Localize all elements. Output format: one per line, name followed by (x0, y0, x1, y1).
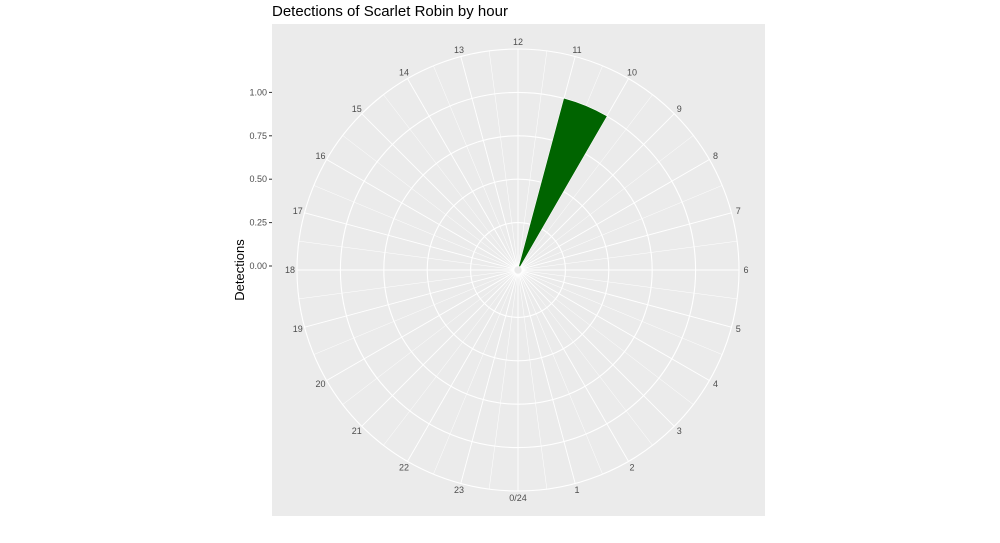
hour-label: 22 (399, 462, 409, 472)
ring-grid-line (339, 91, 697, 449)
radial-grid-line (304, 270, 515, 328)
ring-grid-line (513, 265, 523, 275)
radial-grid-line (488, 50, 518, 267)
ring-grid-line (296, 48, 740, 492)
hour-label: 14 (399, 68, 409, 78)
y-axis: 0.00 0.25 0.50 0.75 1.00 (249, 87, 272, 271)
radial-grid-line (518, 50, 548, 267)
hour-label: 8 (713, 151, 718, 161)
radial-grid-line (520, 94, 653, 267)
hour-label: 12 (513, 37, 523, 47)
y-tick-label: 1.00 (249, 87, 267, 97)
radial-grid-line (521, 212, 732, 270)
radial-grid-line (313, 271, 515, 355)
radial-grid-line (488, 273, 518, 490)
radial-grid-line (326, 271, 515, 381)
ring-grid-line (470, 222, 566, 318)
radial-grid-line (521, 185, 723, 269)
minor-radial-grid (297, 49, 739, 491)
hour-label: 7 (736, 206, 741, 216)
hour-label: 2 (629, 462, 634, 472)
hour-label: 6 (743, 265, 748, 275)
radial-grid-line (518, 273, 548, 490)
hour-label: 17 (293, 206, 303, 216)
y-tick-label: 0.00 (249, 261, 267, 271)
radial-grid-line (313, 185, 515, 269)
radial-grid-line (298, 240, 515, 270)
hour-label: 19 (293, 324, 303, 334)
radial-grid-line (521, 135, 694, 268)
radial-grid-line (518, 273, 576, 484)
y-tick-label: 0.75 (249, 131, 267, 141)
ring-grid-line (426, 178, 610, 362)
bar-layer (519, 98, 607, 267)
radial-grid-line (521, 272, 694, 405)
radial-grid-line (383, 273, 516, 446)
radial-grid-line (361, 113, 516, 268)
radial-grid-line (361, 272, 516, 427)
radial-grid-line (407, 78, 517, 267)
radial-grid-line (304, 212, 515, 270)
radial-grid-line (521, 270, 732, 328)
bar-hour-10.5 (519, 98, 607, 267)
radial-grid-line (433, 65, 517, 267)
y-tick-label: 0.25 (249, 218, 267, 228)
hour-label: 4 (713, 379, 718, 389)
radial-grid-line (298, 270, 515, 300)
radial-grid-line (521, 271, 710, 381)
hour-label: 5 (736, 324, 741, 334)
radial-grid-line (519, 273, 603, 475)
radial-grid-line (521, 270, 738, 300)
radial-grid-line (326, 159, 515, 269)
hour-label: 16 (316, 151, 326, 161)
radial-ring-grid (296, 48, 740, 492)
radial-grid-line (520, 113, 675, 268)
hour-label: 13 (454, 45, 464, 55)
radial-grid-line (521, 240, 738, 270)
hour-label: 23 (454, 485, 464, 495)
radial-grid-line (521, 271, 723, 355)
y-tick-label: 0.50 (249, 174, 267, 184)
radial-grid-line (383, 94, 516, 267)
radial-grid-line (433, 273, 517, 475)
radial-grid-line (520, 273, 653, 446)
hour-label: 9 (677, 104, 682, 114)
radial-grid-line (521, 159, 710, 269)
hour-label: 11 (572, 45, 581, 55)
hour-label: 15 (352, 104, 362, 114)
y-axis-label: Detections (232, 239, 247, 301)
hour-label: 0/24 (509, 493, 527, 503)
radial-grid-line (460, 56, 518, 267)
radial-grid-line (407, 273, 517, 462)
radial-grid-line (519, 273, 629, 462)
radial-grid-line (342, 272, 515, 405)
hour-tick-labels: 0/24123456789101112131415161718192021222… (285, 37, 749, 503)
hour-label: 18 (285, 265, 295, 275)
hour-label: 1 (575, 485, 580, 495)
ring-grid-line (383, 135, 653, 405)
radial-grid-line (460, 273, 518, 484)
hour-label: 10 (627, 68, 637, 78)
hour-label: 21 (352, 426, 362, 436)
chart-title: Detections of Scarlet Robin by hour (272, 3, 508, 20)
radial-grid-line (520, 272, 675, 427)
hour-label: 3 (677, 426, 682, 436)
hour-label: 20 (316, 379, 326, 389)
radial-grid-line (342, 135, 515, 268)
